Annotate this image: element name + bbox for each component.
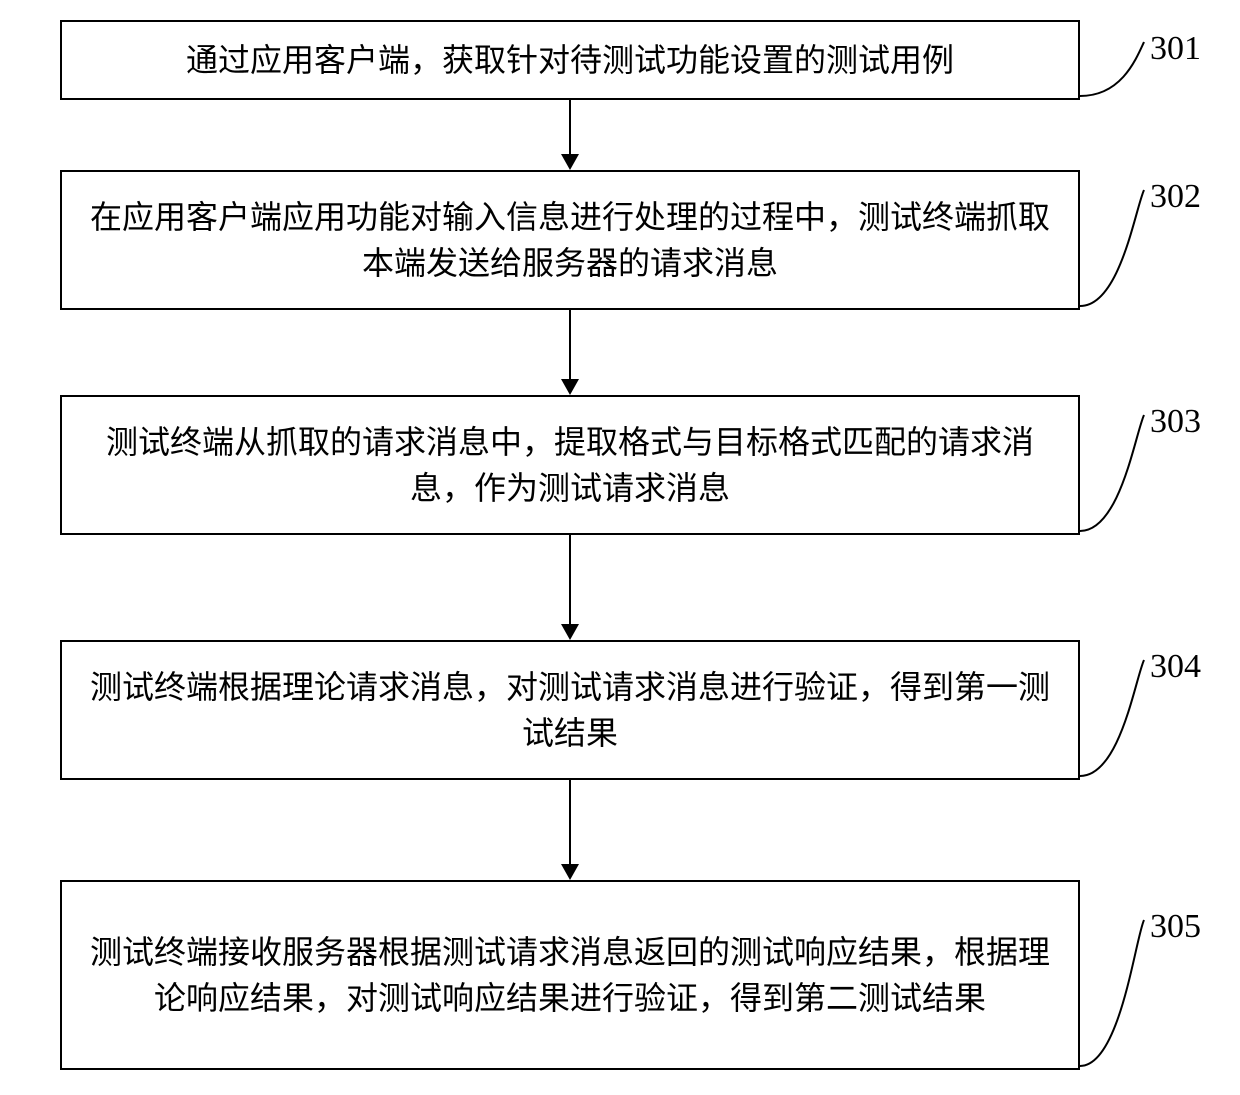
flow-step-301: 通过应用客户端，获取针对待测试功能设置的测试用例 [60, 20, 1080, 100]
flow-step-text: 在应用客户端应用功能对输入信息进行处理的过程中，测试终端抓取本端发送给服务器的请… [82, 194, 1058, 287]
flow-step-305: 测试终端接收服务器根据测试请求消息返回的测试响应结果，根据理论响应结果，对测试响… [60, 880, 1080, 1070]
flow-step-text: 测试终端接收服务器根据测试请求消息返回的测试响应结果，根据理论响应结果，对测试响… [82, 929, 1058, 1022]
flow-step-text: 通过应用客户端，获取针对待测试功能设置的测试用例 [186, 37, 954, 83]
step-number-302: 302 [1150, 178, 1201, 216]
flow-step-303: 测试终端从抓取的请求消息中，提取格式与目标格式匹配的请求消息，作为测试请求消息 [60, 395, 1080, 535]
step-number-304: 304 [1150, 648, 1201, 686]
flowchart-canvas: 通过应用客户端，获取针对待测试功能设置的测试用例 在应用客户端应用功能对输入信息… [0, 0, 1240, 1095]
flow-step-304: 测试终端根据理论请求消息，对测试请求消息进行验证，得到第一测试结果 [60, 640, 1080, 780]
step-number-303: 303 [1150, 403, 1201, 441]
flow-step-text: 测试终端根据理论请求消息，对测试请求消息进行验证，得到第一测试结果 [82, 664, 1058, 757]
step-number-301: 301 [1150, 30, 1201, 68]
flow-step-302: 在应用客户端应用功能对输入信息进行处理的过程中，测试终端抓取本端发送给服务器的请… [60, 170, 1080, 310]
step-number-305: 305 [1150, 908, 1201, 946]
flow-step-text: 测试终端从抓取的请求消息中，提取格式与目标格式匹配的请求消息，作为测试请求消息 [82, 419, 1058, 512]
